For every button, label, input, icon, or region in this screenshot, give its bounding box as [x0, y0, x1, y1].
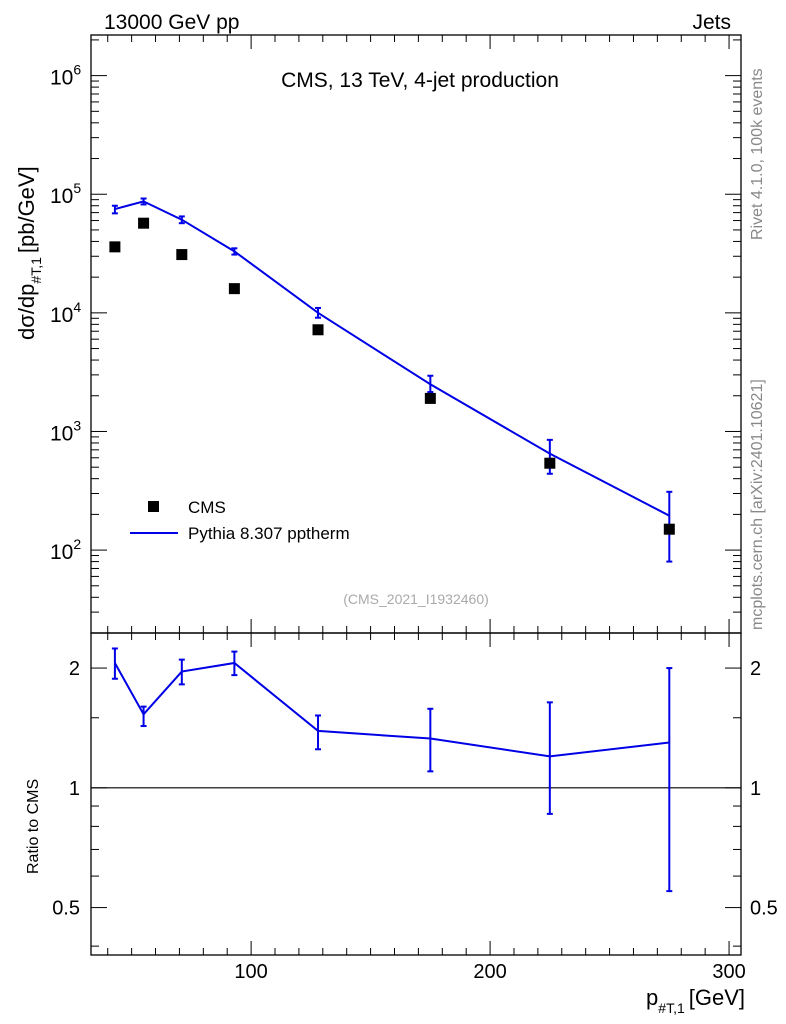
x-axis-label: p#T,1 [GeV]	[646, 985, 745, 1016]
ratio-y-axis-label: Ratio to CMS	[25, 779, 42, 874]
x-label-subscript: #T,1	[658, 1000, 685, 1016]
ratio-y-tick-label-right: 1	[750, 778, 761, 800]
cms-data-point	[312, 324, 324, 336]
legend: CMS Pythia 8.307 pptherm	[130, 498, 350, 543]
main-y-tick-label: 105	[50, 180, 81, 208]
x-label-main: p	[646, 985, 658, 1010]
header-right: Jets	[692, 11, 731, 34]
header-left: 13000 GeV pp	[104, 11, 239, 34]
cms-data-point	[424, 392, 436, 404]
legend-cms-marker	[148, 501, 159, 512]
cms-data-point	[138, 217, 150, 229]
chart-title: CMS, 13 TeV, 4-jet production	[281, 69, 559, 92]
y-tick-exponent: 3	[73, 417, 81, 433]
ratio-plot-frame	[90, 632, 742, 956]
cms-data-point	[544, 457, 556, 469]
y-label-subscript: #T,1	[28, 257, 44, 284]
cms-data-point	[663, 523, 675, 535]
rivet-label: Rivet 4.1.0, 100k events	[749, 68, 766, 240]
x-tick-label: 200	[473, 961, 506, 983]
cms-data-point	[228, 283, 240, 295]
y-label-main: dσ/dp	[14, 284, 39, 340]
ratio-y-tick-label-right: 2	[750, 658, 761, 680]
y-tick-exponent: 6	[73, 62, 81, 78]
y-tick-exponent: 2	[73, 536, 81, 552]
main-y-tick-label: 104	[50, 299, 81, 327]
ratio-series-line	[114, 661, 670, 758]
cms-data-point	[109, 241, 121, 253]
y-tick-exponent: 4	[73, 299, 81, 315]
ratio-y-tick-label-left: 1	[69, 778, 80, 800]
legend-pythia-label: Pythia 8.307 pptherm	[188, 524, 350, 543]
ratio-axis-ticks: 100 200 300 0.5 0.5 1 1 2 2	[52, 633, 778, 983]
main-y-tick-label: 103	[50, 417, 81, 445]
ratio-series	[111, 647, 673, 893]
pythia-series-line	[114, 200, 670, 517]
y-tick-exponent: 5	[73, 180, 81, 196]
x-tick-label: 100	[234, 961, 267, 983]
y-label-unit: [pb/GeV]	[14, 166, 39, 253]
main-y-tick-label: 102	[50, 536, 81, 564]
main-series	[109, 197, 675, 563]
ratio-y-tick-label-left: 2	[69, 658, 80, 680]
x-label-unit: [GeV]	[689, 985, 745, 1010]
ratio-y-tick-label-left: 0.5	[52, 898, 80, 920]
main-y-axis-label: dσ/dp#T,1 [pb/GeV]	[14, 166, 44, 340]
y-tick-base: 10	[50, 304, 73, 327]
cms-data-point	[176, 249, 188, 261]
mcplots-label: mcplots.cern.ch [arXiv:2401.10621]	[749, 379, 766, 630]
main-y-tick-label: 106	[50, 62, 81, 90]
y-tick-base: 10	[50, 67, 73, 90]
y-tick-base: 10	[50, 422, 73, 445]
y-tick-base: 10	[50, 185, 73, 208]
analysis-watermark: (CMS_2021_I1932460)	[343, 591, 489, 607]
x-tick-label: 300	[712, 961, 745, 983]
y-tick-base: 10	[50, 541, 73, 564]
legend-cms-label: CMS	[188, 498, 226, 517]
main-plot-frame	[90, 34, 742, 634]
ratio-y-tick-label-right: 0.5	[750, 898, 778, 920]
